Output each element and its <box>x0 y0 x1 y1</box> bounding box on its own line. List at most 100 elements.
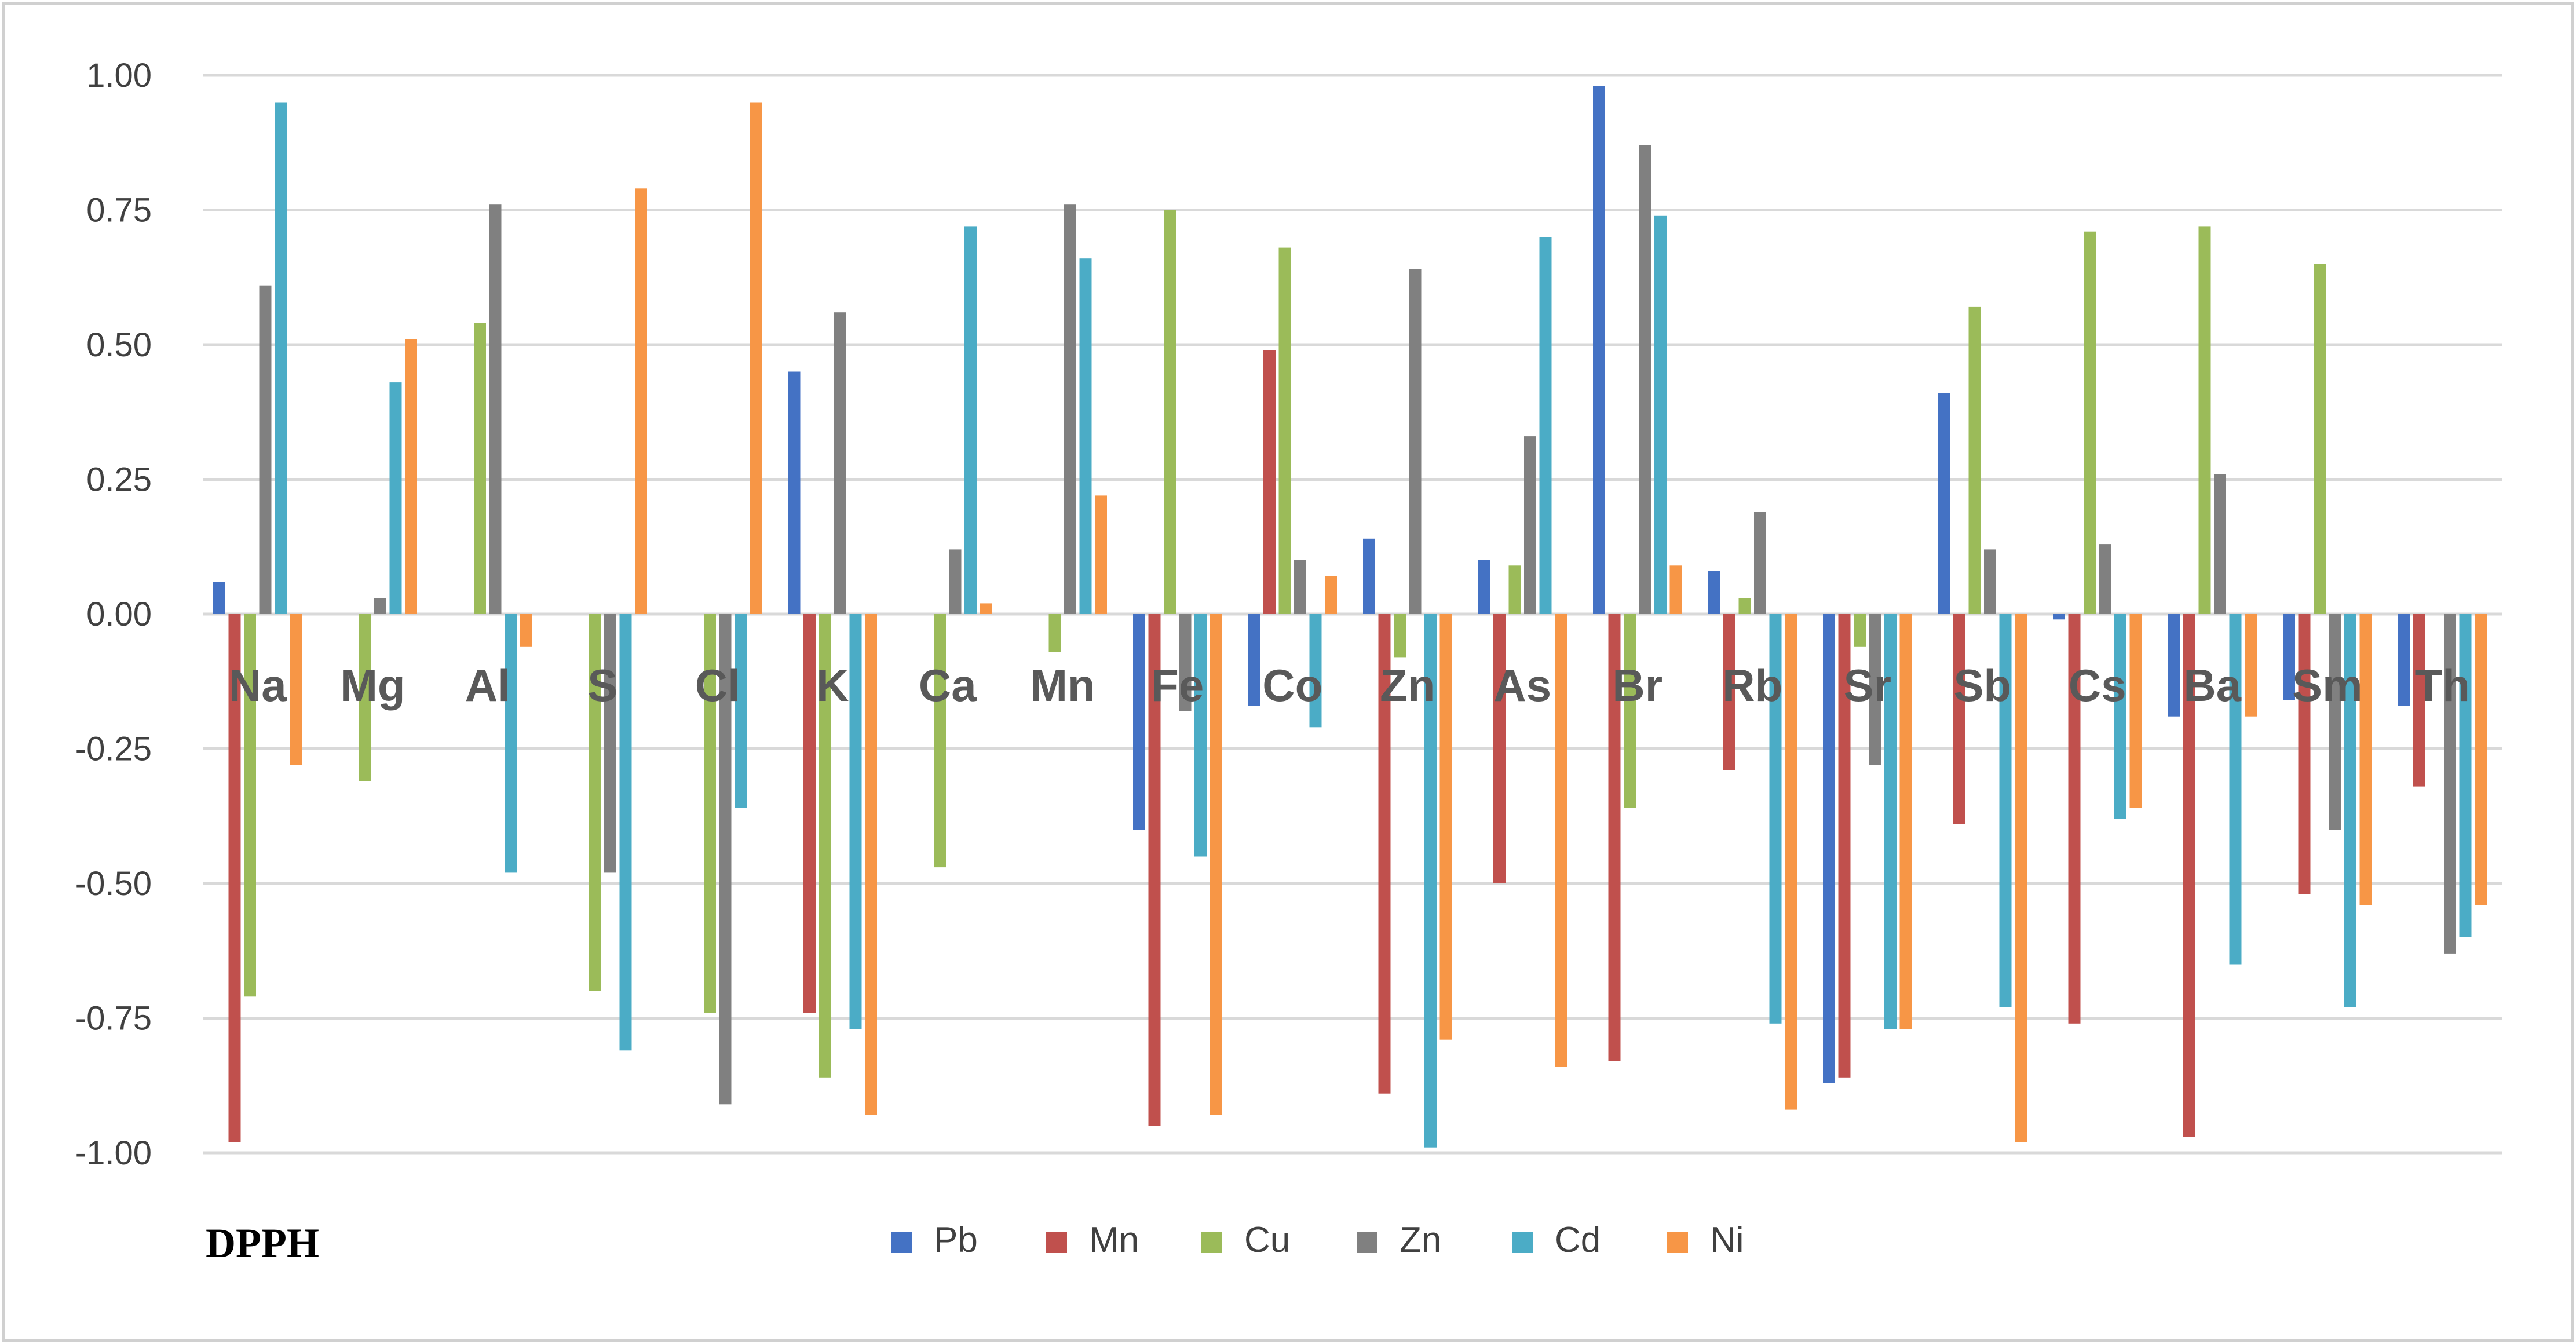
bar-zn-ca <box>949 549 962 614</box>
bar-mn-sm <box>2298 614 2311 894</box>
bar-zn-sb <box>1984 549 1996 614</box>
bar-mn-co <box>1263 350 1276 614</box>
bar-zn-co <box>1294 560 1306 614</box>
bar-ni-cl <box>750 102 762 614</box>
bar-mn-k <box>803 614 816 1013</box>
y-tick-label: -0.25 <box>75 731 152 768</box>
bar-cu-as <box>1508 565 1521 614</box>
bar-zn-cs <box>2099 544 2111 614</box>
bar-cu-cl <box>704 614 716 1013</box>
bar-ni-mn <box>1095 495 1107 614</box>
bar-mn-th <box>2413 614 2425 787</box>
bar-ni-zn <box>1439 614 1452 1040</box>
legend-label-zn: Zn <box>1400 1220 1441 1260</box>
bar-zn-zn <box>1409 269 1422 614</box>
bar-mn-na <box>228 614 241 1142</box>
category-label-mg: Mg <box>340 660 405 711</box>
bar-ni-sm <box>2359 614 2372 905</box>
category-label-as: As <box>1493 660 1551 711</box>
category-label-sb: Sb <box>1953 660 2011 711</box>
y-tick-label: 0.25 <box>86 461 152 499</box>
bar-pb-br <box>1593 86 1605 615</box>
bar-mn-rb <box>1723 614 1735 770</box>
bar-cu-sr <box>1854 614 1866 647</box>
bar-cd-sr <box>1884 614 1897 1029</box>
bar-zn-rb <box>1754 512 1766 614</box>
bar-cu-sb <box>1968 306 1981 614</box>
bar-zn-cl <box>719 614 732 1105</box>
category-label-s: S <box>587 660 617 711</box>
bar-zn-s <box>604 614 616 873</box>
bar-pb-cs <box>2053 614 2065 620</box>
bar-mn-sb <box>1953 614 1965 824</box>
bar-cu-k <box>819 614 831 1078</box>
legend-label-cd: Cd <box>1555 1220 1601 1260</box>
bar-ni-ba <box>2245 614 2257 717</box>
bar-ni-sb <box>2015 614 2027 1142</box>
bar-cd-zn <box>1424 614 1437 1148</box>
legend-swatch-zn <box>1357 1232 1377 1253</box>
category-label-ba: Ba <box>2183 660 2241 711</box>
bar-pb-k <box>788 371 801 614</box>
bar-zn-fe <box>1179 614 1192 711</box>
bar-cd-cl <box>735 614 747 808</box>
bars <box>213 86 2487 1148</box>
legend-label-ni: Ni <box>1710 1220 1744 1260</box>
bar-mn-cs <box>2068 614 2081 1024</box>
bar-ni-s <box>635 188 647 614</box>
bar-pb-sb <box>1938 393 1950 614</box>
bar-pb-as <box>1478 560 1490 614</box>
bar-ni-br <box>1669 565 1682 614</box>
bar-cd-k <box>849 614 862 1029</box>
category-label-al: Al <box>465 660 510 711</box>
bar-ni-as <box>1555 614 1567 1067</box>
bar-pb-ba <box>2168 614 2180 717</box>
bar-zn-na <box>259 285 272 614</box>
bar-cu-zn <box>1394 614 1406 658</box>
legend-swatch-mn <box>1046 1232 1067 1253</box>
bar-ni-k <box>865 614 877 1115</box>
category-label-zn: Zn <box>1380 660 1435 711</box>
bar-ni-ca <box>980 603 992 614</box>
y-axis-tick-labels: 1.00 0.75 0.50 0.25 0.00 -0.25 -0.50 -0.75 -1.00 <box>75 57 152 1172</box>
bar-zn-sr <box>1869 614 1881 765</box>
legend-label-mn: Mn <box>1089 1220 1139 1260</box>
y-tick-label: -0.75 <box>75 1000 152 1038</box>
bar-cd-sm <box>2344 614 2356 1007</box>
bar-cu-al <box>474 323 486 614</box>
bar-cd-mg <box>389 382 402 614</box>
bar-ni-na <box>290 614 302 765</box>
bar-cd-fe <box>1194 614 1207 857</box>
legend-swatch-ni <box>1667 1232 1688 1253</box>
bar-cu-co <box>1278 247 1291 615</box>
category-label-br: Br <box>1612 660 1662 711</box>
bar-cd-co <box>1309 614 1322 728</box>
bar-cu-cs <box>2084 231 2096 614</box>
category-labels: Na Mg Al S Cl K Ca Mn Fe Co Zn As Br Rb Sr Sb Cs Ba Sm Th <box>229 660 2470 711</box>
category-label-cl: Cl <box>695 660 740 711</box>
bar-cu-sm <box>2314 264 2326 614</box>
bar-cd-as <box>1539 237 1552 614</box>
bar-ni-sr <box>1899 614 1912 1029</box>
legend-swatch-cd <box>1512 1232 1533 1253</box>
bar-cu-s <box>589 614 601 991</box>
bar-cu-na <box>244 614 256 997</box>
bar-zn-mn <box>1064 204 1076 614</box>
bar-cd-th <box>2459 614 2472 937</box>
category-label-mn: Mn <box>1030 660 1095 711</box>
y-tick-label: 1.00 <box>86 57 152 94</box>
bar-zn-sm <box>2329 614 2341 830</box>
y-tick-label: -0.50 <box>75 865 152 903</box>
bar-cu-ba <box>2198 226 2211 614</box>
bar-cd-rb <box>1769 614 1782 1024</box>
bar-ni-mg <box>405 339 417 614</box>
bar-zn-as <box>1524 436 1536 614</box>
y-tick-label: -1.00 <box>75 1134 152 1172</box>
bar-pb-co <box>1248 614 1260 706</box>
category-label-na: Na <box>229 660 287 711</box>
bar-ni-th <box>2475 614 2487 905</box>
legend-swatch-pb <box>891 1232 912 1253</box>
category-label-sr: Sr <box>1844 660 1891 711</box>
